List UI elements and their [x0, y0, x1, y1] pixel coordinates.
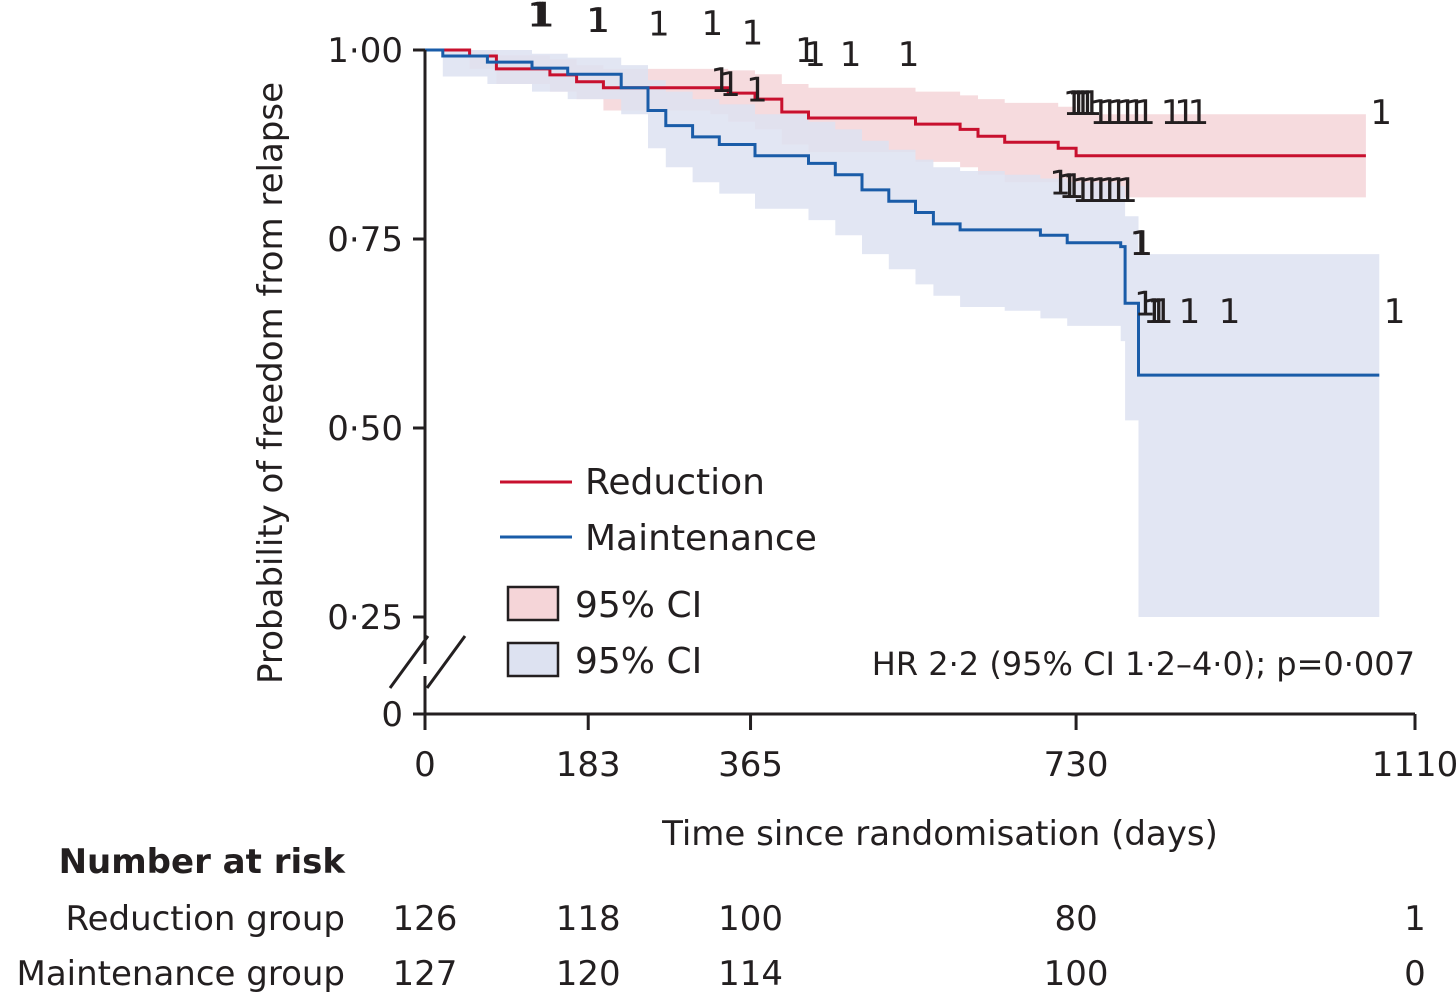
censor-mark-reduction: 1: [1067, 84, 1089, 124]
censor-mark-reduction: 1: [742, 14, 764, 54]
risk-value-reduction: 118: [556, 899, 621, 939]
legend: Reduction Maintenance 95% CI 95% CI: [500, 462, 817, 682]
axis-break-mark-1: [388, 635, 430, 689]
risk-value-reduction: 100: [718, 899, 783, 939]
censor-mark-reduction: 1: [1072, 84, 1094, 124]
x-tick-label: 365: [718, 745, 783, 785]
censor-mark-reduction: 1: [1134, 93, 1156, 133]
risk-value-maintenance: 127: [393, 954, 458, 994]
censor-mark-maintenance: 1: [1072, 171, 1094, 211]
risk-row-label-maintenance: Maintenance group: [16, 954, 345, 994]
censor-mark-reduction: 1: [1116, 93, 1138, 133]
legend-label-maintenance-ci: 95% CI: [575, 641, 702, 682]
y-ticks: 0 0·25 0·50 0·75 1·00: [327, 31, 425, 735]
axes: [388, 50, 1415, 716]
censor-mark-reduction: 1: [1098, 93, 1120, 133]
censor-mark-maintenance: 1: [1179, 292, 1201, 332]
risk-row-label-reduction: Reduction group: [65, 899, 345, 939]
risk-value-reduction: 126: [393, 899, 458, 939]
survival-curves: [425, 48, 1380, 377]
censor-mark-reduction: 1: [1370, 93, 1392, 133]
x-tick-label: 730: [1044, 745, 1109, 785]
censor-mark-maintenance: 1: [1143, 292, 1165, 332]
y-axis-label: Probability of freedom from relapse: [251, 82, 291, 684]
y-tick-label: 1·00: [327, 31, 403, 71]
x-ticks: 0 183 365 730 1110: [414, 714, 1456, 785]
censor-mark-reduction: 1: [795, 31, 817, 71]
legend-swatch-maintenance-ci: [506, 641, 560, 678]
y-tick-label: 0·25: [327, 598, 403, 638]
censor-mark-maintenance: 1: [1131, 224, 1153, 264]
legend-label-reduction: Reduction: [585, 462, 765, 503]
y-tick-label: 0: [381, 695, 403, 735]
confidence-bands: [425, 50, 1380, 617]
censor-mark-reduction: 1: [1090, 93, 1112, 133]
risk-value-maintenance: 120: [556, 954, 621, 994]
censor-mark-maintenance: 1: [1049, 163, 1071, 203]
censor-mark-reduction: 1: [588, 1, 610, 41]
risk-table-title: Number at risk: [59, 842, 347, 882]
x-tick-label: 183: [556, 745, 621, 785]
risk-value-maintenance: 0: [1404, 954, 1426, 994]
x-axis-label: Time since randomisation (days): [661, 814, 1218, 854]
censor-mark-reduction: 1: [1081, 84, 1103, 124]
censor-mark-maintenance: 1: [1152, 292, 1174, 332]
censor-mark-reduction: 1: [1125, 93, 1147, 133]
censor-mark-reduction: 1: [1107, 93, 1129, 133]
x-tick-label: 1110: [1372, 745, 1456, 785]
curve-reduction: [425, 48, 1366, 158]
censor-mark-reduction: 1: [1174, 93, 1196, 133]
hazard-ratio-annotation: HR 2·2 (95% CI 1·2–4·0); p=0·007: [872, 645, 1415, 683]
censor-mark-reduction: 1: [533, 0, 555, 36]
risk-value-maintenance: 114: [718, 954, 783, 994]
censor-mark-reduction: 1: [719, 65, 741, 105]
censor-mark-reduction: 1: [530, 0, 552, 36]
legend-label-maintenance: Maintenance: [585, 518, 817, 559]
risk-value-reduction: 80: [1054, 899, 1097, 939]
risk-table-values: 126 118 100 80 1 127 120 114 100 0: [393, 899, 1426, 994]
censor-mark-reduction: 1: [1076, 84, 1098, 124]
censor-mark-reduction: 1: [898, 35, 920, 75]
censor-mark-maintenance: 1: [1116, 171, 1138, 211]
censor-mark-reduction: 1: [710, 61, 732, 101]
axis-break-mark-2: [425, 635, 467, 689]
legend-label-reduction-ci: 95% CI: [575, 585, 702, 626]
censor-mark-maintenance: 1: [1384, 292, 1406, 332]
censor-mark-reduction: 1: [702, 4, 724, 44]
censor-mark-reduction: 1: [804, 35, 826, 75]
curve-maintenance: [425, 48, 1380, 377]
risk-table: Number at risk Reduction group Maintenan…: [16, 842, 1425, 994]
censor-mark-reduction: 1: [648, 5, 670, 45]
legend-swatch-reduction-ci: [506, 585, 560, 622]
ci-band-maintenance: [425, 50, 1380, 617]
censor-mark-maintenance: 1: [1147, 292, 1169, 332]
censor-mark-maintenance: 1: [1090, 171, 1112, 211]
censor-mark-reduction: 1: [746, 70, 768, 110]
censor-mark-maintenance: 1: [1063, 167, 1085, 207]
censor-mark-reduction: 1: [840, 35, 862, 75]
censor-mark-maintenance: 1: [1098, 171, 1120, 211]
x-tick-label: 0: [414, 745, 436, 785]
risk-value-reduction: 1: [1404, 899, 1426, 939]
y-tick-label: 0·50: [327, 409, 403, 449]
censor-mark-maintenance: 1: [1058, 167, 1080, 207]
censor-mark-maintenance: 1: [1219, 292, 1241, 332]
censor-mark-reduction: 1: [1063, 84, 1085, 124]
censor-mark-maintenance: 1: [1130, 224, 1152, 264]
censor-mark-maintenance: 1: [1081, 171, 1103, 211]
censor-mark-reduction: 1: [586, 1, 608, 41]
censor-mark-reduction: 1: [1188, 93, 1210, 133]
censor-mark-maintenance: 1: [1134, 284, 1156, 324]
censor-mark-maintenance: 1: [1107, 171, 1129, 211]
risk-value-maintenance: 100: [1044, 954, 1109, 994]
y-tick-label: 0·75: [327, 220, 403, 260]
censor-mark-reduction: 1: [528, 0, 550, 36]
censor-mark-reduction: 1: [1161, 93, 1183, 133]
